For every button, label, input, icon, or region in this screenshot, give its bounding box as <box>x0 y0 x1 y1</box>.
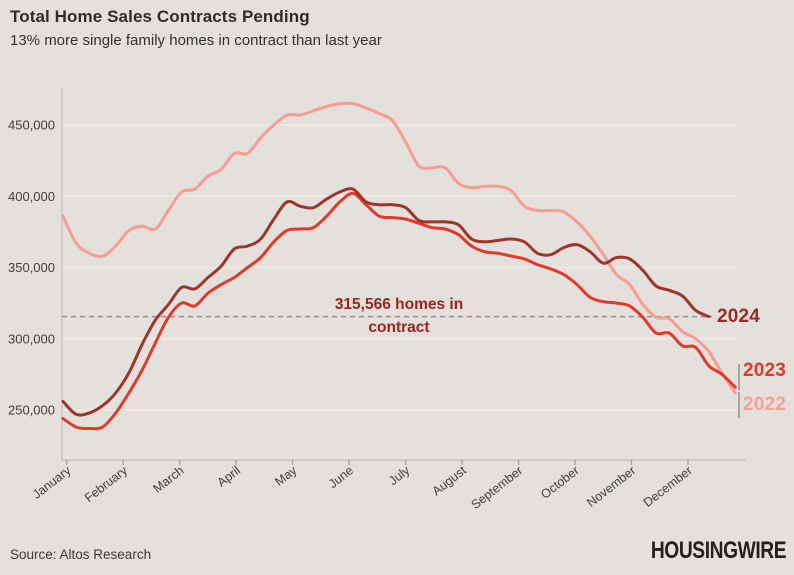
source-credit: Source: Altos Research <box>10 547 152 562</box>
series-line-2022 <box>61 101 737 395</box>
series-line-2023 <box>61 191 737 431</box>
y-tick-label: 400,000 <box>8 189 55 204</box>
x-tick-label: December <box>641 463 695 510</box>
series-label-2024: 2024 <box>717 306 761 327</box>
housingwire-logo: HOUSINGWIRE <box>650 537 787 564</box>
annotation-line-1: 315,566 homes in <box>334 296 464 313</box>
x-tick-label: June <box>326 463 356 491</box>
x-tick-label: August <box>430 463 470 498</box>
annotation-target-value: 315,566 homes in contract <box>299 293 499 339</box>
leader-line-2022 <box>738 392 740 418</box>
annotation-line-2: contract <box>368 319 430 336</box>
x-tick-label: October <box>538 463 582 501</box>
series-label-2023: 2023 <box>743 360 787 381</box>
x-tick-label: November <box>584 463 638 510</box>
x-tick-label: February <box>82 463 131 505</box>
x-tick-label: July <box>386 463 413 488</box>
x-tick-label: May <box>272 463 300 489</box>
leader-line-2023 <box>738 364 740 390</box>
y-tick-label: 450,000 <box>8 118 55 133</box>
y-tick-label: 350,000 <box>8 260 55 275</box>
page-subtitle: 13% more single family homes in contract… <box>10 32 382 49</box>
x-tick-label: January <box>30 463 74 502</box>
series-line-2024 <box>61 187 711 417</box>
y-tick-label: 250,000 <box>8 403 55 418</box>
y-tick-label: 300,000 <box>8 331 55 346</box>
series-label-2022: 2022 <box>743 394 787 415</box>
x-tick-label: March <box>151 463 187 495</box>
page-title: Total Home Sales Contracts Pending <box>10 7 310 26</box>
x-tick-label: September <box>469 463 526 512</box>
x-tick-label: April <box>215 463 243 489</box>
